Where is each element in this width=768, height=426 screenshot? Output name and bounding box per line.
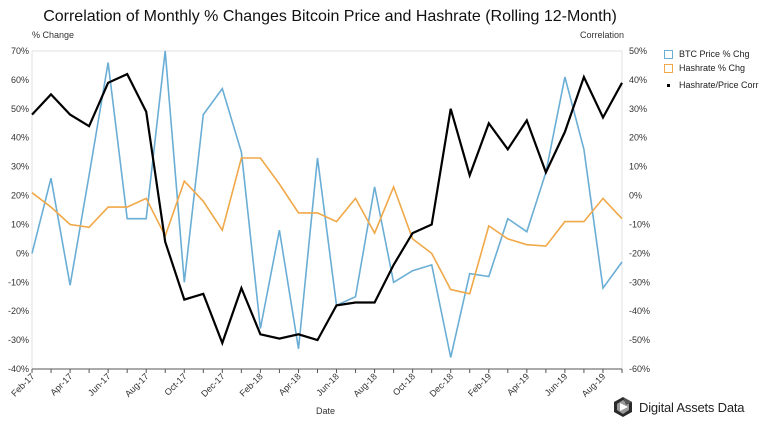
x-tick-label: Aug-18 bbox=[351, 371, 379, 399]
x-tick-label: Apr-18 bbox=[277, 371, 303, 397]
y-tick-right-label: -10% bbox=[629, 219, 650, 229]
x-axis-title: Date bbox=[316, 406, 336, 416]
legend-swatch-hashrate bbox=[664, 63, 673, 73]
y-tick-left-label: 30% bbox=[11, 162, 29, 172]
y-axis-left: 70% 60% 50% 40% 30% 20% 10% 0% -10% -20% -30% -40% bbox=[8, 46, 29, 374]
x-tick-label: Oct-17 bbox=[162, 371, 188, 397]
y-tick-left-label: -10% bbox=[8, 277, 29, 287]
y-tick-left-label: -20% bbox=[8, 306, 29, 316]
legend-item-btc[interactable]: BTC Price % Chg bbox=[664, 47, 759, 61]
y-axis-right-title: Correlation bbox=[580, 30, 625, 40]
x-tick-label: Jun-17 bbox=[86, 371, 113, 398]
legend-item-hashrate[interactable]: Hashrate % Chg bbox=[664, 61, 759, 75]
y-tick-left-label: 0% bbox=[16, 248, 29, 258]
y-tick-right-label: 40% bbox=[629, 75, 647, 85]
y-tick-right-label: -30% bbox=[629, 277, 650, 287]
brand-name: Digital Assets Data bbox=[639, 399, 745, 415]
x-tick-label: Feb-19 bbox=[466, 371, 493, 398]
legend: BTC Price % Chg Hashrate % Chg Hashrate/… bbox=[664, 47, 759, 92]
legend-item-corr[interactable]: Hashrate/Price Corr bbox=[664, 78, 759, 92]
y-axis-left-title: % Change bbox=[32, 30, 75, 40]
x-tick-label: Dec-18 bbox=[428, 371, 456, 399]
brand-logo: Digital Assets Data bbox=[612, 396, 745, 418]
x-tick-label: Feb-17 bbox=[9, 371, 36, 398]
y-tick-left-label: 10% bbox=[11, 219, 29, 229]
y-tick-right-label: 50% bbox=[629, 46, 647, 56]
y-tick-right-label: -20% bbox=[629, 248, 650, 258]
series-lines bbox=[31, 50, 623, 358]
y-tick-right-label: -60% bbox=[629, 364, 650, 374]
legend-swatch-btc bbox=[664, 49, 673, 59]
y-tick-right-label: 20% bbox=[629, 133, 647, 143]
y-tick-left-label: 20% bbox=[11, 191, 29, 201]
y-tick-left-label: -30% bbox=[8, 335, 29, 345]
x-tick-label: Jun-18 bbox=[314, 371, 341, 398]
x-tick-label: Aug-17 bbox=[123, 371, 151, 399]
x-tick-label: Jun-19 bbox=[543, 371, 570, 398]
y-tick-right-label: 10% bbox=[629, 162, 647, 172]
y-tick-left-label: 40% bbox=[11, 133, 29, 143]
hashrate-line bbox=[31, 157, 623, 295]
x-tick-label: Oct-18 bbox=[391, 371, 417, 397]
hexagon-play-icon bbox=[614, 397, 632, 417]
btc-price-line bbox=[31, 50, 623, 358]
y-tick-left-label: 50% bbox=[11, 104, 29, 114]
legend-swatch-corr bbox=[667, 83, 670, 87]
x-axis: Feb-17 Apr-17 Jun-17 Aug-17 Oct-17 Dec-17 Feb-… bbox=[9, 369, 623, 399]
correlation-line bbox=[31, 72, 623, 347]
x-tick-label: Feb-18 bbox=[238, 371, 265, 398]
y-tick-right-label: -50% bbox=[629, 335, 650, 345]
x-tick-label: Apr-19 bbox=[505, 371, 531, 397]
legend-label-corr: Hashrate/Price Corr bbox=[679, 80, 759, 90]
y-tick-left-label: 70% bbox=[11, 46, 29, 56]
chart-title: Correlation of Monthly % Changes Bitcoin… bbox=[43, 8, 617, 25]
x-tick-label: Aug-19 bbox=[580, 371, 608, 399]
legend-label-btc: BTC Price % Chg bbox=[679, 49, 750, 59]
y-tick-left-label: -40% bbox=[8, 364, 29, 374]
y-tick-right-label: 0% bbox=[629, 191, 642, 201]
y-axis-right: 50% 40% 30% 20% 10% 0% -10% -20% -30% -40% -50% -60… bbox=[629, 46, 650, 374]
plot-frame bbox=[31, 50, 623, 370]
x-tick-label: Apr-17 bbox=[48, 371, 74, 397]
legend-label-hashrate: Hashrate % Chg bbox=[679, 63, 746, 73]
y-tick-right-label: 30% bbox=[629, 104, 647, 114]
y-tick-right-label: -40% bbox=[629, 306, 650, 316]
y-tick-left-label: 60% bbox=[11, 75, 29, 85]
x-tick-label: Dec-17 bbox=[199, 371, 227, 399]
